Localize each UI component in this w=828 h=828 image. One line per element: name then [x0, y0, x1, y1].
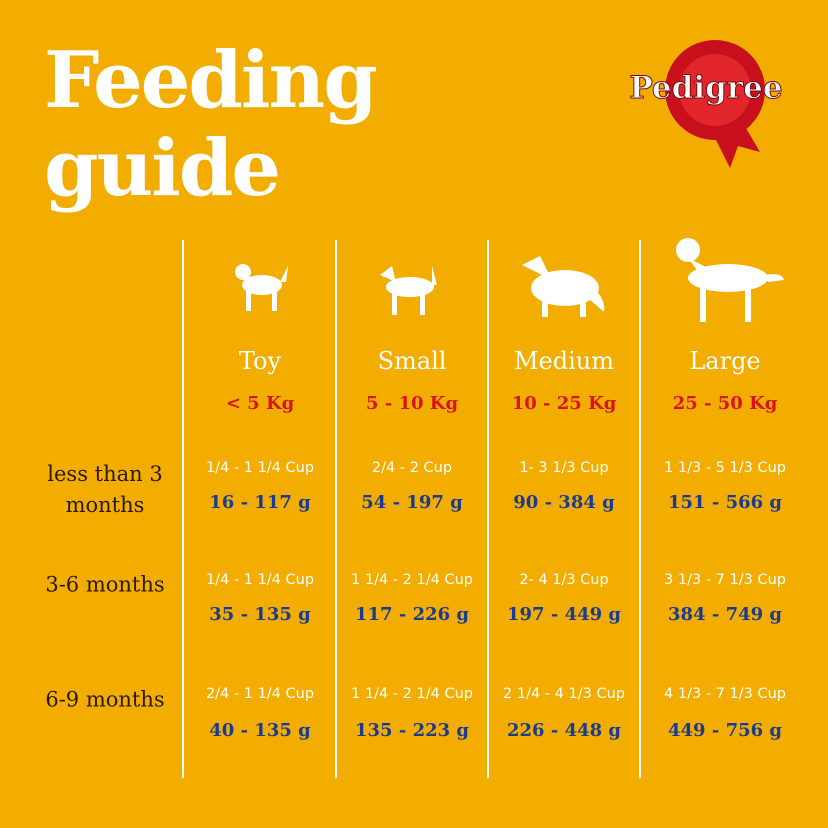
cup-amount: 1 1/4 - 2 1/4 Cup: [351, 572, 473, 588]
row-label: less than 3 months: [47, 462, 163, 517]
gram-amount: 449 - 756 g: [667, 720, 783, 741]
brand-name: Pedigree: [629, 70, 782, 106]
title-line: guide: [44, 123, 281, 214]
cup-amount: 3 1/3 - 7 1/3 Cup: [664, 572, 786, 588]
column-name: Medium: [513, 347, 615, 375]
gram-amount: 226 - 448 g: [506, 720, 622, 741]
gram-amount: 40 - 135 g: [209, 720, 311, 741]
column-weight: 25 - 50 Kg: [672, 393, 778, 414]
gram-amount: 117 - 226 g: [354, 604, 470, 625]
dog-small: [380, 266, 437, 315]
column-divider: [639, 240, 641, 778]
column-weight: 10 - 25 Kg: [511, 393, 617, 414]
dog-medium: [522, 256, 605, 317]
gram-amount: 16 - 117 g: [209, 492, 311, 513]
row-label: 6-9 months: [45, 687, 165, 712]
cup-amount: 2/4 - 1 1/4 Cup: [205, 686, 315, 702]
cup-amount: 2/4 - 2 Cup: [371, 460, 453, 476]
gram-amount: 151 - 566 g: [667, 492, 783, 513]
cup-amount: 1 1/4 - 2 1/4 Cup: [351, 686, 473, 702]
dog-toy: [235, 264, 288, 311]
column-divider: [487, 240, 489, 778]
cup-amount: 1/4 - 1 1/4 Cup: [205, 572, 315, 588]
cup-amount: 1- 3 1/3 Cup: [519, 460, 609, 476]
column-name: Toy: [238, 347, 282, 375]
column-divider: [182, 240, 184, 778]
dog-icons: [235, 238, 784, 322]
column-weight: 5 - 10 Kg: [365, 393, 459, 414]
title-line: Feeding: [44, 35, 378, 126]
column-divider: [335, 240, 337, 778]
cup-amount: 1/4 - 1 1/4 Cup: [205, 460, 315, 476]
gram-amount: 35 - 135 g: [209, 604, 311, 625]
column-weight: < 5 Kg: [225, 393, 295, 414]
gram-amount: 135 - 223 g: [354, 720, 470, 741]
gram-amount: 197 - 449 g: [506, 604, 622, 625]
column-name: Small: [377, 347, 447, 375]
row-label: 3-6 months: [45, 572, 165, 597]
cup-amount: 4 1/3 - 7 1/3 Cup: [664, 686, 786, 702]
cup-amount: 2- 4 1/3 Cup: [519, 572, 609, 588]
cup-amount: 1 1/3 - 5 1/3 Cup: [664, 460, 786, 476]
gram-amount: 90 - 384 g: [513, 492, 615, 513]
column-name: Large: [689, 347, 761, 375]
gram-amount: 54 - 197 g: [361, 492, 463, 513]
gram-amount: 384 - 749 g: [667, 604, 783, 625]
brand-logo: Pedigree: [629, 40, 783, 168]
cup-amount: 2 1/4 - 4 1/3 Cup: [503, 686, 625, 702]
dog-large: [676, 238, 784, 322]
